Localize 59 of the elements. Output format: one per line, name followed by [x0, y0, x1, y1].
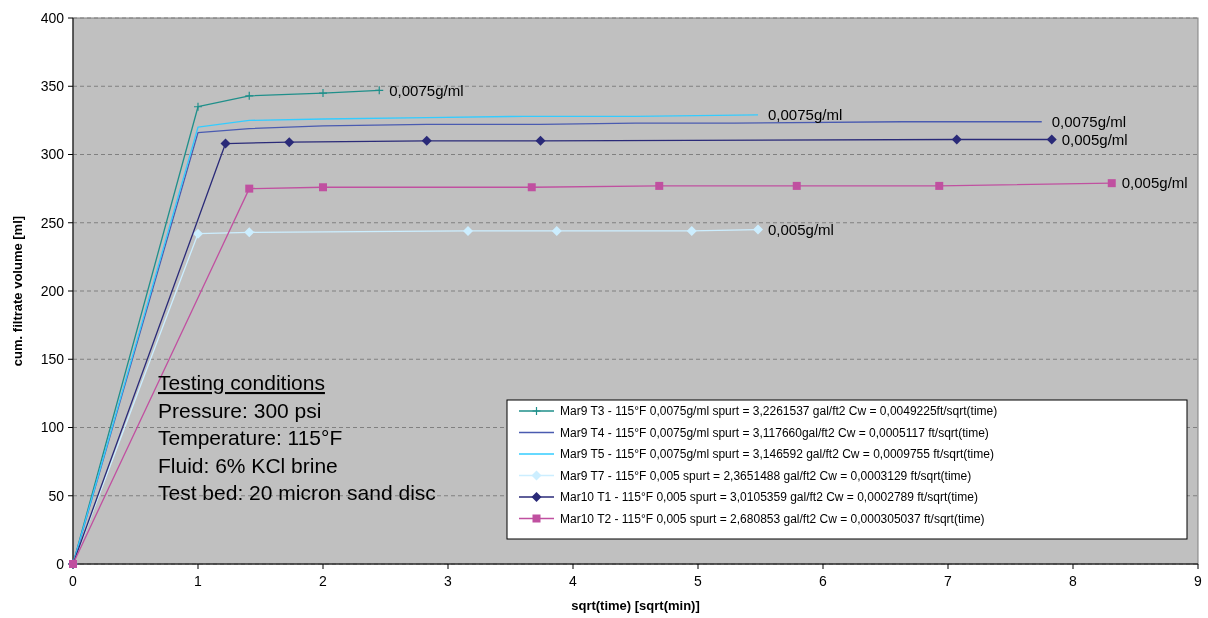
point [245, 184, 254, 193]
point [535, 135, 546, 146]
point [318, 88, 328, 98]
y-tick-label: 250 [40, 214, 65, 231]
point [284, 137, 295, 148]
x-tick-label: 7 [944, 573, 953, 589]
x-tick-label: 4 [569, 573, 578, 589]
annotation: 0,0075g/ml [768, 106, 843, 124]
annotation: Testing conditions [158, 371, 325, 394]
point [1107, 179, 1116, 188]
y-tick-label: 150 [40, 351, 65, 368]
y-tick-label: 300 [40, 146, 65, 163]
point [527, 183, 536, 192]
annotation: Temperature: 115°F [158, 426, 343, 449]
annotation: Pressure: 300 psi [158, 398, 322, 422]
point [220, 138, 231, 149]
legend-label: Mar9 T3 - 115°F 0,0075g/ml spurt = 3,2261537 gal/ft2 Cw = 0,0049225ft/sqrt(time) [560, 404, 998, 419]
y-tick-label: 100 [40, 419, 65, 436]
annotation: Fluid: 6% KCl brine [158, 453, 338, 477]
point [753, 224, 763, 235]
annotation: 0,005g/ml [1121, 174, 1188, 192]
y-tick-label: 350 [40, 78, 65, 95]
point [686, 225, 697, 236]
x-tick-label: 2 [319, 573, 328, 589]
point [319, 183, 327, 192]
point [1046, 134, 1057, 145]
point [935, 181, 944, 190]
y-tick-label: 50 [48, 487, 65, 504]
x-axis-title: sqrt(time) [sqrt(min)] [571, 598, 700, 613]
x-tick-label: 9 [1194, 573, 1203, 589]
x-tick-label: 0 [69, 573, 78, 589]
legend-label: Mar10 T1 - 115°F 0,005 spurt = 3,0105359 gal/ft2 Cw = 0,0002789 ft/sqrt(time) [560, 490, 978, 505]
legend-label: Mar9 T4 - 115°F 0,0075g/ml spurt = 3,117660gal/ft2 Cw = 0,0005117 ft/sqrt(time) [560, 425, 989, 440]
annotation: 0,0075g/ml [389, 81, 464, 99]
y-axis-title: cum. filtrate volume [ml] [10, 215, 25, 367]
annotation: Test bed: 20 micron sand disc [158, 481, 436, 504]
x-tick-label: 6 [819, 573, 828, 589]
y-tick-label: 200 [40, 282, 65, 299]
point [463, 225, 473, 236]
point [551, 225, 562, 236]
legend-label: Mar9 T7 - 115°F 0,005 spurt = 2,3651488 gal/ft2 Cw = 0,0003129 ft/sqrt(time) [560, 468, 972, 483]
annotation: 0,0075g/ml [1051, 112, 1126, 130]
point [655, 181, 664, 190]
y-tick-label: 400 [40, 9, 65, 26]
point [421, 135, 432, 146]
point [244, 227, 255, 238]
point [193, 102, 203, 112]
legend-label: Mar10 T2 - 115°F 0,005 spurt = 2,680853 gal/ft2 Cw = 0,000305037 ft/sqrt(time) [560, 511, 985, 526]
annotation: 0,005g/ml [1061, 130, 1128, 148]
legend-label: Mar9 T5 - 115°F 0,0075g/ml spurt = 3,146592 gal/ft2 Cw = 0,0009755 ft/sqrt(time) [560, 447, 994, 462]
annotation: 0,005g/ml [768, 220, 834, 238]
x-tick-label: 5 [694, 573, 703, 589]
point [951, 134, 962, 145]
point [193, 228, 203, 239]
x-tick-label: 3 [444, 573, 453, 589]
y-tick-label: 0 [56, 555, 65, 572]
point [792, 181, 801, 190]
x-tick-label: 8 [1069, 573, 1078, 589]
x-tick-label: 1 [194, 573, 203, 589]
